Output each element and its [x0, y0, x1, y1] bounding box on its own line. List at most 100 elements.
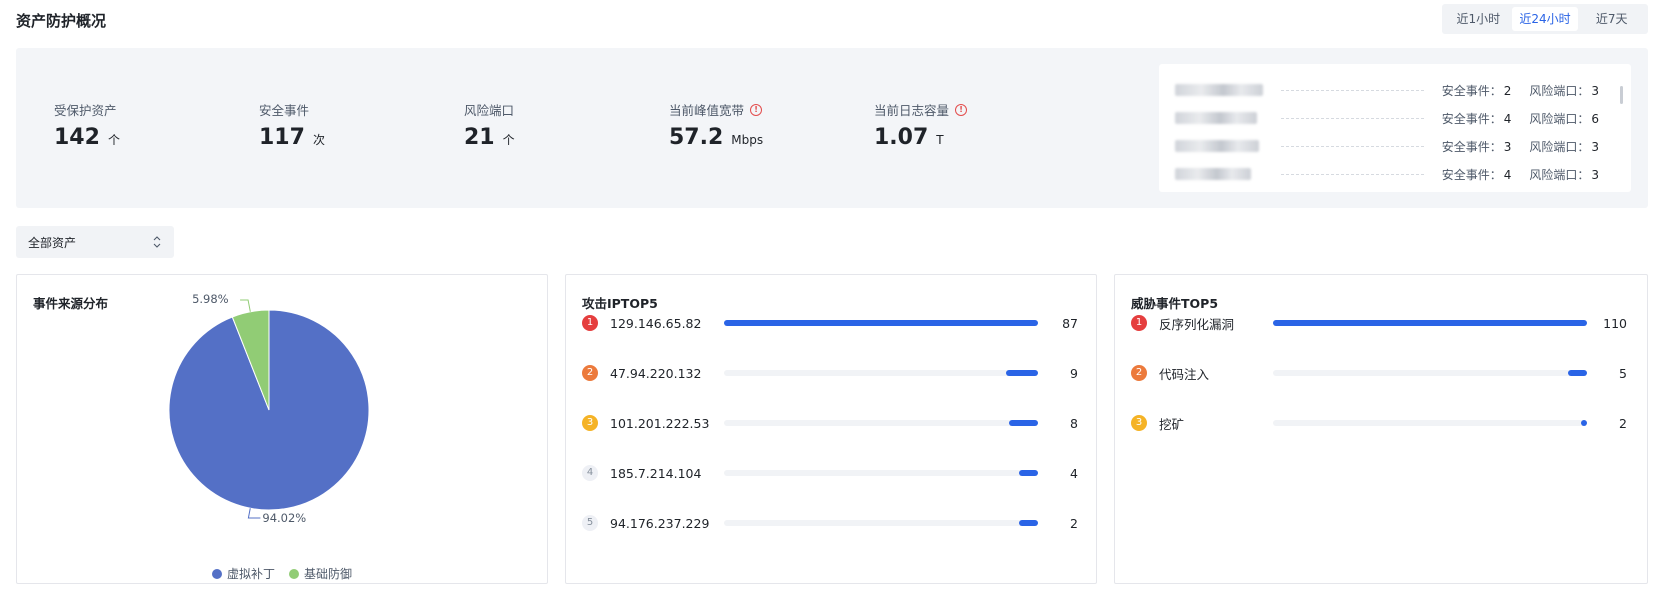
bar-fill — [1019, 520, 1038, 526]
pie-legend: 虚拟补丁 基础防御 — [17, 565, 547, 582]
pie-leader-basic-defense — [240, 299, 251, 312]
metric-value: 117 — [259, 125, 305, 150]
metric-unit: 个 — [502, 133, 515, 147]
metric-unit: 次 — [312, 133, 325, 147]
scrollbar-thumb[interactable] — [1620, 86, 1623, 104]
rank-badge: 2 — [582, 365, 598, 381]
event-source-card: 事件来源分布 5.98% 94.02% 虚拟补丁 基础防御 — [16, 274, 548, 584]
rank-badge: 2 — [1131, 365, 1147, 381]
threat-event-row[interactable]: 1 反序列化漏洞 110 — [1131, 313, 1627, 333]
attack-ip-row[interactable]: 2 47.94.220.132 9 — [582, 363, 1078, 383]
divider — [1281, 145, 1424, 147]
metric-value: 142 — [54, 125, 100, 150]
asset-events: 安全事件： 3 — [1441, 139, 1512, 154]
time-range-1h[interactable]: 近1小时 — [1456, 12, 1501, 26]
metric-value: 57.2 — [669, 125, 724, 150]
asset-row[interactable]: 安全事件： 4 风险端口： 6 — [1175, 104, 1617, 132]
attack-ip-row[interactable]: 1 129.146.65.82 87 — [582, 313, 1078, 333]
asset-row[interactable]: 安全事件： 2 风险端口： 3 — [1175, 76, 1617, 104]
metric-label: 受保护资产 — [54, 103, 117, 118]
threat-event-value: 110 — [1603, 315, 1627, 331]
asset-select[interactable]: 全部资产 — [16, 226, 174, 258]
bar-track — [1273, 370, 1587, 376]
threat-event-label: 代码注入 — [1159, 366, 1210, 382]
bar-track — [724, 520, 1038, 526]
asset-ports: 风险端口： 3 — [1529, 167, 1599, 182]
pie-chart — [168, 299, 370, 519]
asset-name-redacted — [1175, 111, 1265, 125]
metric-protected-assets: 受保护资产 142 个 — [54, 100, 120, 150]
asset-row[interactable]: 安全事件： 3 风险端口： 3 — [1175, 132, 1617, 160]
metric-value: 1.07 — [874, 125, 929, 150]
threat-event-value: 5 — [1619, 365, 1627, 381]
asset-events: 安全事件： 4 — [1441, 111, 1512, 126]
attack-ip-value: 8 — [1070, 415, 1078, 431]
bar-fill — [1005, 370, 1038, 376]
rank-badge: 4 — [582, 465, 598, 481]
bar-fill — [1568, 370, 1587, 376]
bar-fill — [1581, 420, 1587, 426]
attack-ip-label: 129.146.65.82 — [610, 315, 702, 331]
legend-item[interactable]: 基础防御 — [289, 565, 352, 582]
asset-ports: 风险端口： 6 — [1529, 111, 1599, 126]
pie-slice-basic-defense[interactable] — [231, 309, 270, 411]
pie-leader-virtual-patch — [247, 508, 261, 519]
metric-label: 当前日志容量! — [874, 100, 968, 119]
bar-track — [724, 420, 1038, 426]
threat-event-label: 挖矿 — [1159, 416, 1185, 432]
attack-ip-value: 2 — [1070, 515, 1078, 531]
attack-ip-value: 4 — [1070, 465, 1078, 481]
metric-peak-bandwidth: 当前峰值宽带! 57.2 Mbps — [669, 100, 763, 150]
asset-row[interactable]: 安全事件： 4 风险端口： 3 — [1175, 160, 1617, 188]
attack-ip-row[interactable]: 5 94.176.237.229 2 — [582, 513, 1078, 533]
asset-events: 安全事件： 2 — [1441, 83, 1512, 98]
time-range-7d[interactable]: 近7天 — [1595, 12, 1628, 26]
threat-event-value: 2 — [1619, 415, 1627, 431]
asset-ports: 风险端口： 3 — [1529, 83, 1599, 98]
attack-ip-card: 攻击IPTOP5 1 129.146.65.82 87 2 47.94.220.132 9… — [565, 274, 1097, 584]
bar-fill — [1273, 320, 1587, 326]
divider — [1281, 89, 1424, 91]
sort-chevron-icon — [153, 236, 161, 248]
card-title: 威胁事件TOP5 — [1131, 296, 1219, 311]
metric-label: 风险端口 — [464, 103, 515, 118]
bar-fill — [1019, 470, 1038, 476]
card-title: 事件来源分布 — [33, 296, 109, 311]
metric-unit: 个 — [107, 133, 120, 147]
metric-unit: T — [936, 133, 944, 147]
legend-item[interactable]: 虚拟补丁 — [211, 565, 275, 582]
threat-event-row[interactable]: 3 挖矿 2 — [1131, 413, 1627, 433]
pie-label-virtual-patch: 94.02% — [262, 511, 307, 526]
metric-risk-ports: 风险端口 21 个 — [464, 100, 515, 150]
attack-ip-row[interactable]: 3 101.201.222.53 8 — [582, 413, 1078, 433]
metric-value: 21 — [464, 125, 495, 150]
bar-fill — [724, 320, 1038, 326]
time-range-switch: 近1小时 近24小时 近7天 — [1442, 4, 1648, 34]
asset-list: 安全事件： 2 风险端口： 3 安全事件： 4 风险端口： 6 安全事件： 3 风险端口：… — [1159, 64, 1631, 192]
legend-dot — [211, 568, 222, 579]
attack-ip-value: 87 — [1062, 315, 1078, 331]
asset-events: 安全事件： 4 — [1441, 167, 1512, 182]
divider — [1281, 173, 1424, 175]
card-title: 攻击IPTOP5 — [582, 296, 658, 311]
page-title: 资产防护概况 — [16, 12, 107, 30]
divider — [1281, 117, 1424, 119]
rank-badge: 1 — [1131, 315, 1147, 331]
asset-name-redacted — [1175, 139, 1265, 153]
rank-badge: 3 — [1131, 415, 1147, 431]
threat-event-label: 反序列化漏洞 — [1159, 316, 1235, 332]
warning-icon[interactable]: ! — [750, 103, 763, 116]
attack-ip-label: 185.7.214.104 — [610, 465, 702, 481]
metric-unit: Mbps — [731, 133, 764, 147]
attack-ip-row[interactable]: 4 185.7.214.104 4 — [582, 463, 1078, 483]
asset-name-redacted — [1175, 83, 1265, 97]
threat-event-card: 威胁事件TOP5 1 反序列化漏洞 110 2 代码注入 5 3 挖矿 2 — [1114, 274, 1648, 584]
time-range-24h[interactable]: 近24小时 — [1511, 7, 1579, 31]
attack-ip-label: 47.94.220.132 — [610, 365, 702, 381]
bar-track — [724, 370, 1038, 376]
threat-event-row[interactable]: 2 代码注入 5 — [1131, 363, 1627, 383]
asset-name-redacted — [1175, 167, 1265, 181]
warning-icon[interactable]: ! — [955, 103, 968, 116]
metric-security-events: 安全事件 117 次 — [259, 100, 325, 150]
metric-log-capacity: 当前日志容量! 1.07 T — [874, 100, 968, 150]
